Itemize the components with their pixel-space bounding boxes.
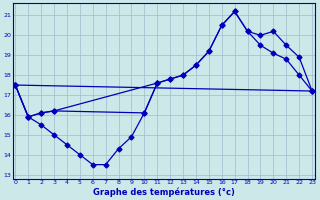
X-axis label: Graphe des températures (°c): Graphe des températures (°c): [93, 187, 235, 197]
